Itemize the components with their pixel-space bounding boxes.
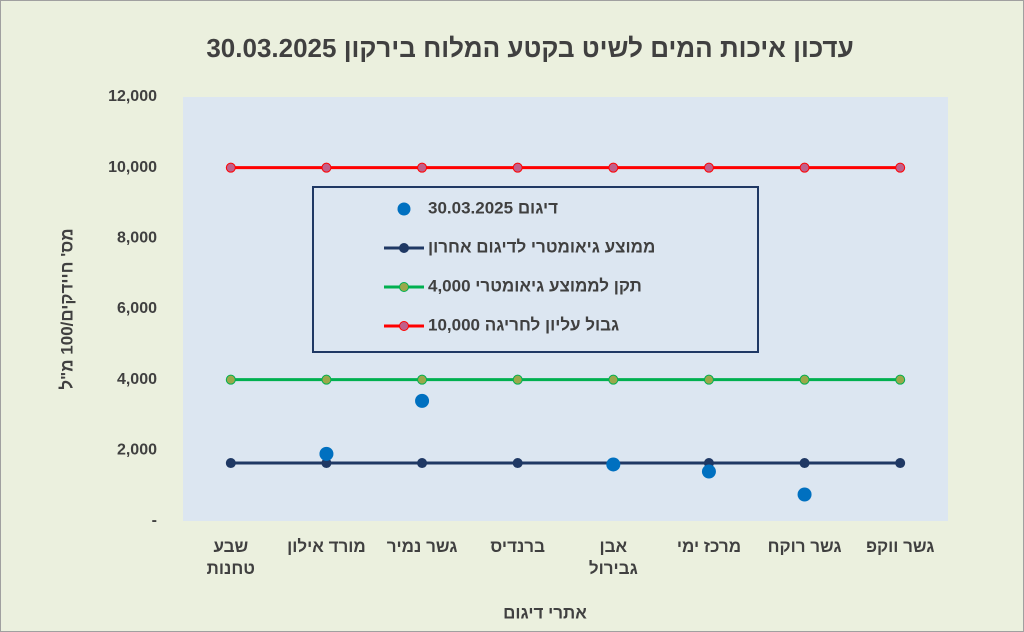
x-tick-label-box: מרכז ימי: [676, 537, 742, 556]
y-axis-title: מס' חיידקים/100 מ"ל: [57, 228, 76, 389]
series-marker: [895, 374, 906, 385]
series-marker: [703, 374, 714, 385]
legend-label: גבול עליון לחריגה 10,000: [428, 315, 619, 334]
x-axis-title: אתרי דיגום: [503, 603, 587, 622]
x-tick-label-box: גשר ווקפ: [865, 537, 935, 556]
y-tick-label: 4,000: [117, 371, 157, 388]
y-tick-label: 8,000: [117, 230, 157, 247]
legend-marker: [399, 243, 409, 253]
data-point: [797, 487, 812, 502]
x-tick-label-box: ברנדיס: [490, 537, 545, 556]
series-marker: [512, 374, 523, 385]
series-marker: [799, 162, 810, 173]
series-marker: [512, 162, 523, 173]
x-tick-label: גשר נמיר: [386, 537, 458, 556]
y-tick-label: 10,000: [108, 159, 157, 176]
series-marker: [417, 162, 428, 173]
x-tick-label: גשר ווקפ: [865, 537, 935, 556]
series-marker: [225, 162, 236, 173]
series-marker: [225, 458, 236, 469]
series-marker: [608, 374, 619, 385]
x-tick-label: מרכז ימי: [676, 537, 742, 556]
legend-marker: [397, 202, 411, 216]
x-tick-label-box: שבע טחנות: [206, 537, 255, 578]
x-tick-label: שבע טחנות: [206, 537, 255, 578]
y-tick-label: 6,000: [117, 300, 157, 317]
series-marker: [799, 374, 810, 385]
x-tick-label: ברנדיס: [490, 537, 545, 556]
data-point: [606, 457, 621, 472]
x-tick-label-box: מורד אילון: [287, 537, 366, 556]
series-marker: [512, 458, 523, 469]
y-tick-label: 12,000: [108, 88, 157, 105]
legend-marker: [399, 321, 409, 331]
x-tick-label: אבן גבירול: [588, 537, 638, 578]
data-point: [415, 393, 430, 408]
series-marker: [321, 374, 332, 385]
series-marker: [417, 374, 428, 385]
legend-label: ממוצע גיאומטרי לדיגום אחרון: [428, 237, 655, 256]
y-tick-label: 2,000: [117, 442, 157, 459]
x-tick-label-box: גשר נמיר: [386, 537, 458, 556]
y-tick-label: -: [152, 512, 157, 529]
legend-label: תקן לממוצע גיאומטרי 4,000: [428, 276, 642, 295]
chart-title: עדכון איכות המים לשיט בקטע המלוח בירקון …: [206, 33, 853, 63]
x-tick-label-box: אבן גבירול: [588, 537, 638, 578]
series-marker: [895, 162, 906, 173]
series-marker: [703, 162, 714, 173]
series-marker: [799, 458, 810, 469]
series-marker: [225, 374, 236, 385]
x-tick-label-box: גשר רוקח: [767, 537, 842, 556]
data-point: [319, 446, 334, 461]
x-tick-label: מורד אילון: [287, 537, 366, 556]
series-marker: [895, 458, 906, 469]
series-marker: [608, 162, 619, 173]
series-marker: [321, 162, 332, 173]
x-tick-label: גשר רוקח: [767, 537, 842, 556]
legend-label: דיגום 30.03.2025: [428, 198, 558, 217]
series-marker: [417, 458, 428, 469]
legend-marker: [399, 282, 409, 292]
data-point: [701, 464, 716, 479]
